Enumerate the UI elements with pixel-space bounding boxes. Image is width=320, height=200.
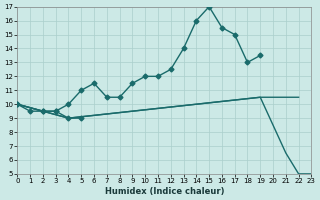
X-axis label: Humidex (Indice chaleur): Humidex (Indice chaleur): [105, 187, 224, 196]
